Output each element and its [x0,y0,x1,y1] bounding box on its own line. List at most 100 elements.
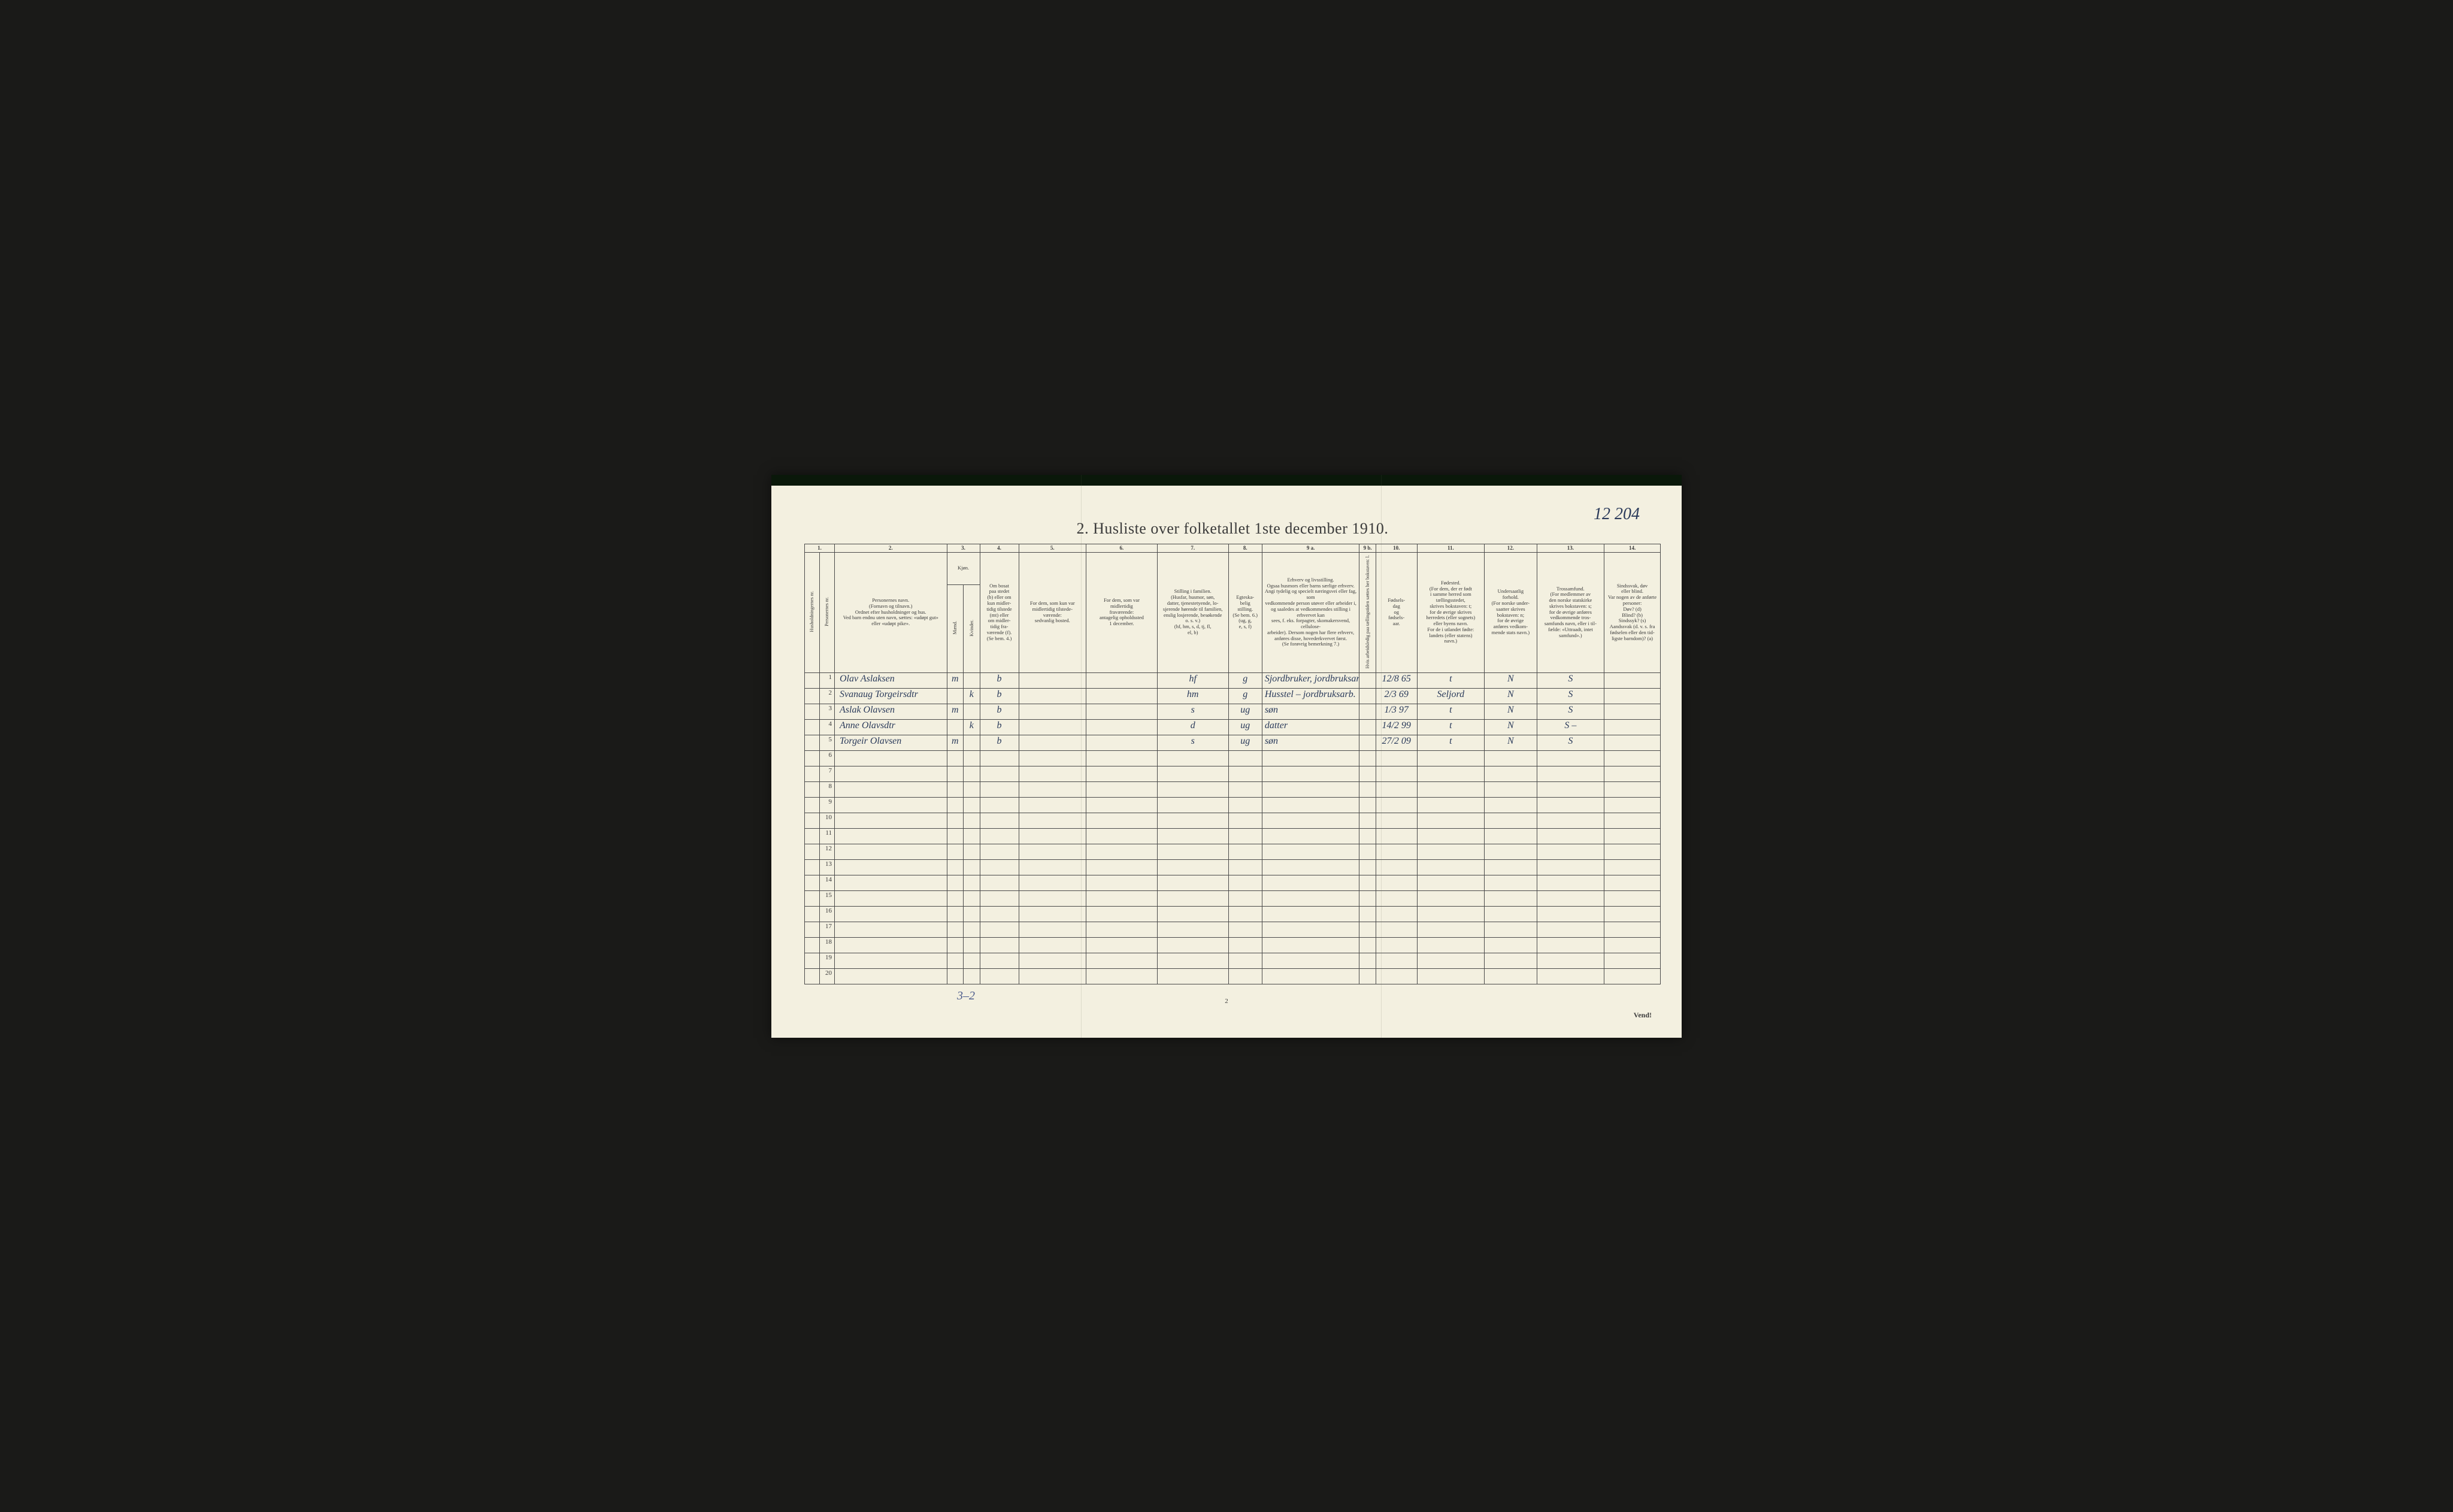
column-number: 9 b. [1359,544,1376,552]
row-number: 14 [820,875,835,890]
person-name [835,781,947,797]
cell [1086,688,1158,704]
cell [980,844,1019,859]
cell [964,750,980,766]
cell [1537,813,1604,828]
person-name: Torgeir Olavsen [835,735,947,750]
cell [1417,859,1485,875]
cell [1604,890,1661,906]
cell [1262,937,1359,953]
cell [947,797,964,813]
cell [1604,672,1661,688]
cell [1086,875,1158,890]
row-number: 20 [820,968,835,984]
cell [980,875,1019,890]
cell [1537,766,1604,781]
cell [1417,953,1485,968]
table-row: 19 [805,953,1661,968]
cell [1376,859,1417,875]
person-name [835,906,947,922]
cell [1417,797,1485,813]
row-number: 7 [820,766,835,781]
table-row: 17 [805,922,1661,937]
cell [980,813,1019,828]
cell: N [1485,719,1537,735]
column-number: 9 a. [1262,544,1359,552]
cell [1262,890,1359,906]
cell [1019,906,1086,922]
cell [1086,968,1158,984]
person-name [835,937,947,953]
person-name [835,890,947,906]
cell [1262,968,1359,984]
cell [805,766,820,781]
table-body: 1Olav AslaksenmbhfgSjordbruker, jordbruk… [805,672,1661,984]
column-number: 2. [835,544,947,552]
cell [1228,875,1262,890]
cell [964,937,980,953]
cell [1228,922,1262,937]
cell [1157,906,1228,922]
cell [1604,859,1661,875]
person-name [835,922,947,937]
cell: s [1157,735,1228,750]
cell [1019,968,1086,984]
row-number: 1 [820,672,835,688]
cell: b [980,688,1019,704]
cell: s [1157,704,1228,719]
cell [980,828,1019,844]
cell [1604,953,1661,968]
cell: S – [1537,719,1604,735]
cell [1604,875,1661,890]
cell [1359,968,1376,984]
cell [1485,968,1537,984]
cell [1228,859,1262,875]
cell [1157,875,1228,890]
column-header: Trossamfund. (For medlemmer av den norsk… [1537,552,1604,672]
row-number: 5 [820,735,835,750]
cell [1262,750,1359,766]
cell: S [1537,688,1604,704]
cell: 2/3 69 [1376,688,1417,704]
cell [947,750,964,766]
person-name: Svanaug Torgeirsdtr [835,688,947,704]
row-number: 18 [820,937,835,953]
cell [1485,750,1537,766]
table-row: 11 [805,828,1661,844]
cell: t [1417,672,1485,688]
column-header: Hvis arbeidsledig paa tællingstiden sætt… [1359,552,1376,672]
column-header: Erhverv og livsstilling. Ogsaa husmors e… [1262,552,1359,672]
cell: 12/8 65 [1376,672,1417,688]
cell [1417,844,1485,859]
table-row: 20 [805,968,1661,984]
row-number: 12 [820,844,835,859]
cell [805,704,820,719]
cell [1417,750,1485,766]
cell [1086,766,1158,781]
person-name [835,797,947,813]
person-name: Anne Olavsdtr [835,719,947,735]
row-number: 13 [820,859,835,875]
cell [1417,875,1485,890]
cell [1604,813,1661,828]
cell [1262,859,1359,875]
cell [1604,688,1661,704]
person-name [835,828,947,844]
cell [1604,844,1661,859]
cell [1157,766,1228,781]
cell [1604,735,1661,750]
cell [1086,953,1158,968]
cell [947,844,964,859]
cell [1157,937,1228,953]
table-row: 12 [805,844,1661,859]
column-number: 11. [1417,544,1485,552]
cell [1019,844,1086,859]
table-row: 4Anne Olavsdtrkbdugdatter14/2 99tNS – [805,719,1661,735]
cell [964,968,980,984]
cell [1228,953,1262,968]
cell [805,875,820,890]
cell: t [1417,704,1485,719]
cell [805,859,820,875]
cell [805,937,820,953]
cell [1019,859,1086,875]
